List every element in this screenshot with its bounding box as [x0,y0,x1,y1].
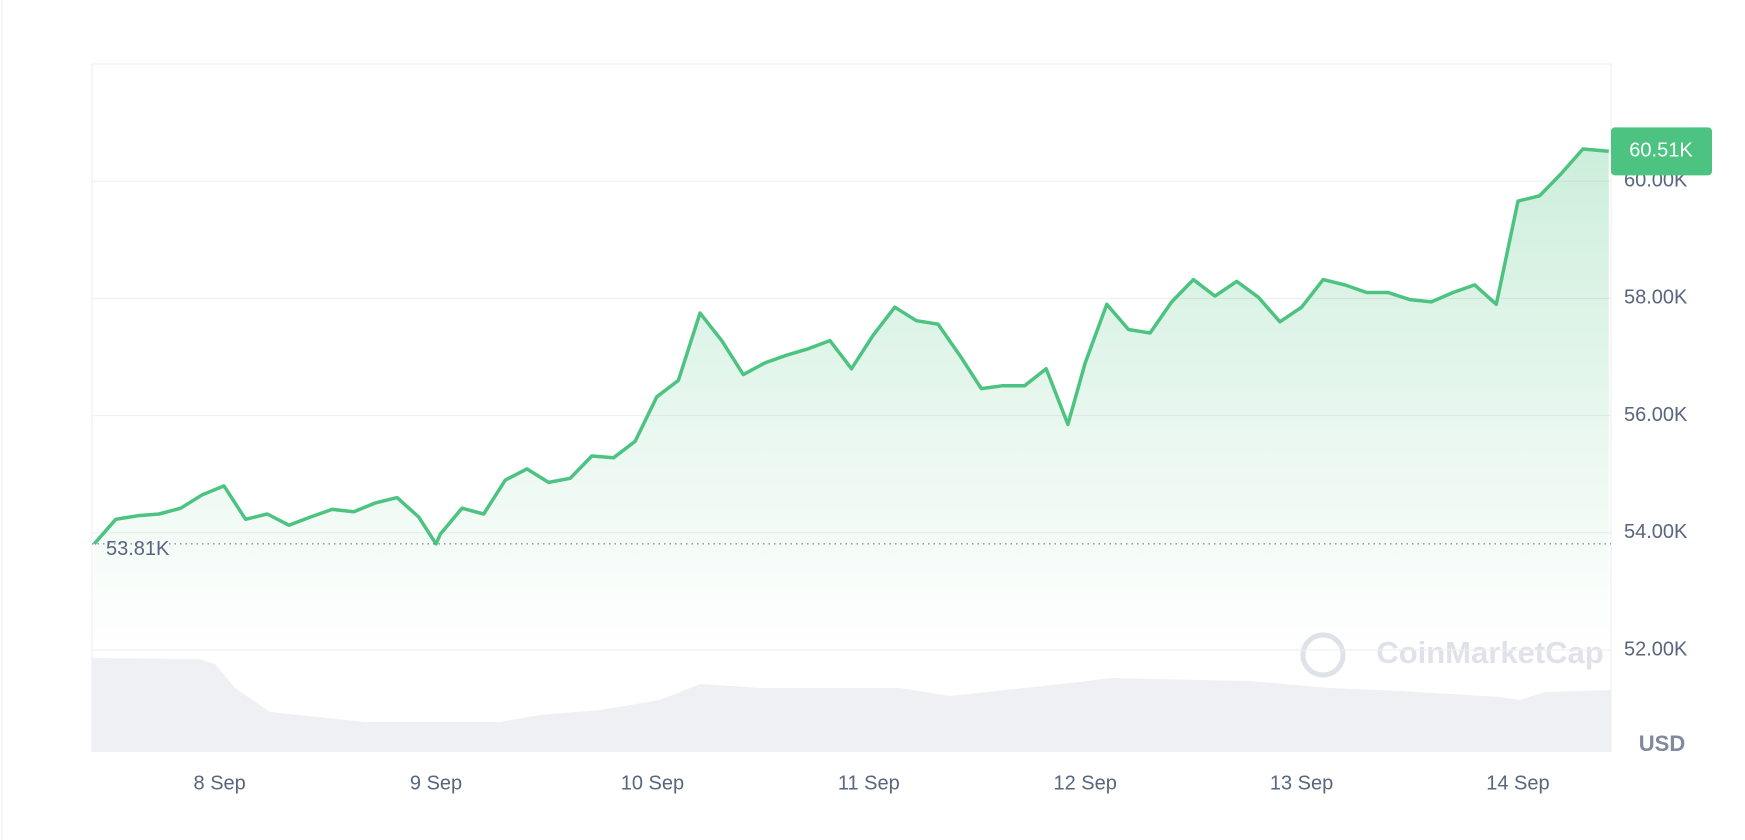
unit-label: USD [1639,731,1685,756]
price-area [94,149,1609,650]
volume-area [92,658,1611,752]
last-price-label: 60.51K [1629,140,1693,162]
y-tick-label: 54.00K [1624,521,1688,543]
x-tick-label: 14 Sep [1486,772,1549,794]
min-label: 53.81K [106,538,170,560]
x-tick-label: 10 Sep [621,772,684,794]
y-tick-label: 58.00K [1624,287,1688,309]
y-tick-label: 52.00K [1624,638,1688,660]
y-tick-label: 56.00K [1624,404,1688,426]
price-line [92,147,1609,546]
x-tick-label: 12 Sep [1053,772,1116,794]
last-price-tag [1611,127,1712,176]
x-tick-label: 11 Sep [838,772,900,794]
x-tick-label: 8 Sep [194,772,246,794]
x-tick-label: 9 Sep [410,772,462,794]
x-tick-label: 13 Sep [1270,772,1333,794]
